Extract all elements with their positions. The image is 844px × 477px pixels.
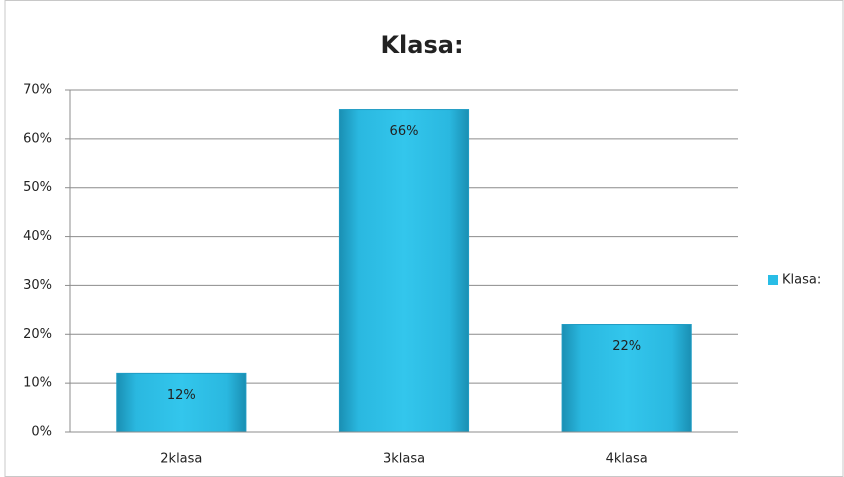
- data-label: 12%: [167, 388, 196, 403]
- bar: [561, 324, 692, 433]
- y-tick-label: 20%: [23, 327, 52, 342]
- x-tick-label: 4klasa: [606, 452, 648, 467]
- data-label: 66%: [390, 124, 419, 139]
- y-tick-label: 0%: [31, 425, 52, 440]
- legend-swatch: [768, 275, 778, 285]
- x-tick-label: 2klasa: [160, 452, 202, 467]
- y-tick-label: 70%: [23, 83, 52, 98]
- bar: [116, 372, 247, 433]
- x-tick-label: 3klasa: [383, 452, 425, 467]
- y-tick-label: 40%: [23, 229, 52, 244]
- y-tick-label: 30%: [23, 278, 52, 293]
- y-tick-label: 60%: [23, 131, 52, 146]
- chart-title: Klasa:: [380, 31, 463, 59]
- y-tick-label: 10%: [23, 376, 52, 391]
- bar: [338, 109, 470, 433]
- legend-label: Klasa:: [782, 273, 821, 288]
- y-tick-label: 50%: [23, 180, 52, 195]
- data-label: 22%: [612, 339, 641, 354]
